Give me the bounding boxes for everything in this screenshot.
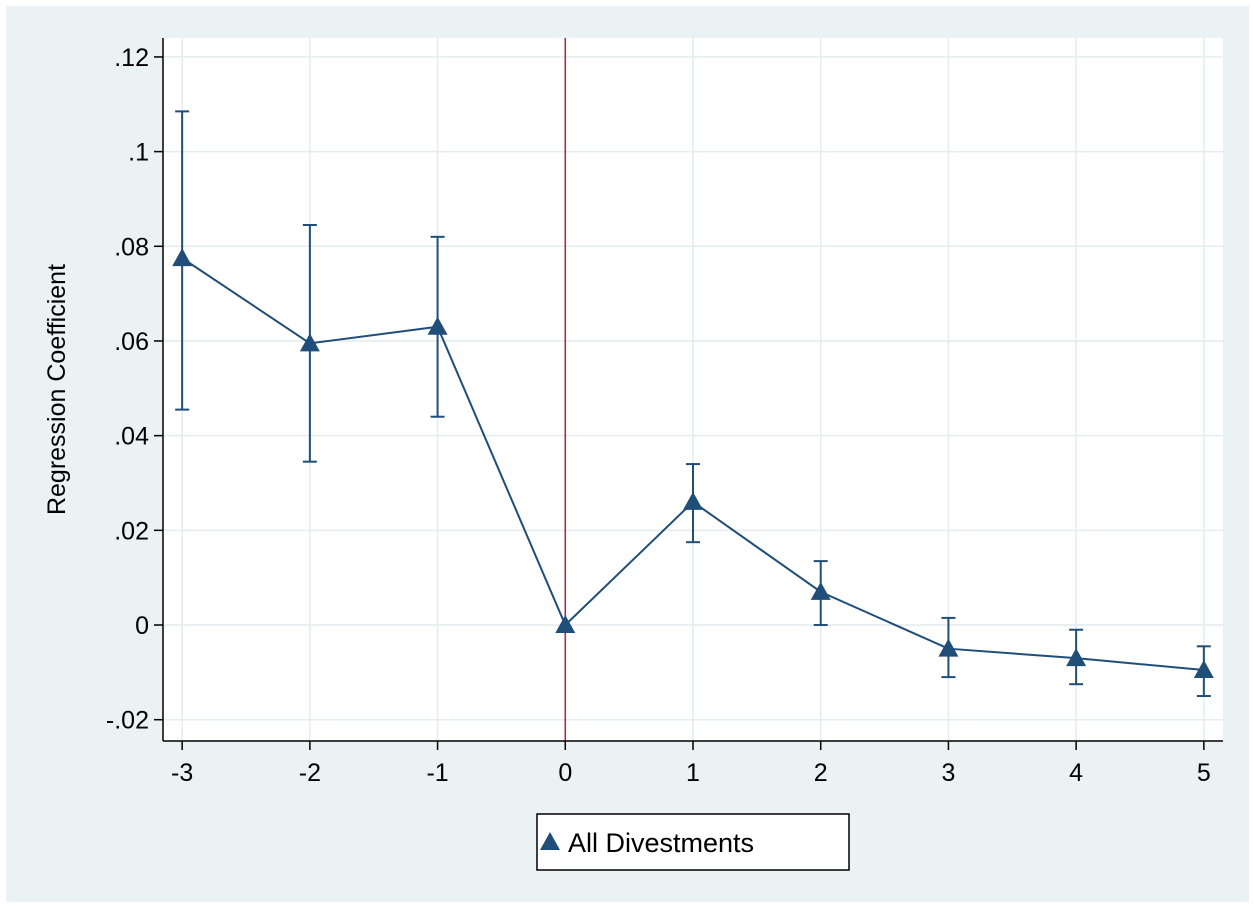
data-point-marker (938, 638, 959, 657)
data-point-marker (810, 581, 831, 600)
y-axis-title-group: Regression Coefficient (43, 264, 71, 515)
legend: All Divestments (536, 813, 850, 871)
x-tick-label: 5 (1197, 759, 1211, 787)
series-group (172, 110, 1214, 698)
y-tick-label: .08 (114, 233, 149, 261)
x-tick-label: 4 (1069, 759, 1083, 787)
x-tick-label: 2 (814, 759, 828, 787)
x-tick-label: -2 (299, 759, 321, 787)
x-tick-label: -1 (426, 759, 448, 787)
data-point-marker (172, 248, 193, 267)
legend-marker-triangle-icon (540, 832, 560, 850)
data-point-marker (555, 615, 576, 634)
data-point-marker (1193, 659, 1214, 678)
x-tick-label: 3 (941, 759, 955, 787)
x-tick-label: 1 (686, 759, 700, 787)
data-point-marker (1066, 648, 1087, 667)
data-point-marker (427, 316, 448, 335)
data-point-marker (299, 333, 320, 352)
y-axis-title: Regression Coefficient (43, 264, 71, 515)
y-tick-label: -.02 (106, 707, 149, 735)
x-tick-label: 0 (558, 759, 572, 787)
y-tick-label: 0 (135, 612, 149, 640)
x-tick-label: -3 (171, 759, 193, 787)
chart: .12 .1 .08 .06 .04 .02 0 -.02 -3 -2 -1 0 1 2 3 4 5 Regre… (43, 38, 1223, 871)
y-tick-label: .06 (114, 328, 149, 356)
legend-label: All Divestments (568, 828, 754, 858)
legend-box (536, 813, 850, 871)
y-tick-label: .02 (114, 517, 149, 545)
axes: .12 .1 .08 .06 .04 .02 0 -.02 -3 -2 -1 0 1 2 3 4 5 (106, 38, 1223, 787)
y-tick-label: .12 (114, 44, 149, 72)
y-tick-label: .1 (128, 139, 149, 167)
y-tick-label: .04 (114, 423, 149, 451)
chart-frame: .12 .1 .08 .06 .04 .02 0 -.02 -3 -2 -1 0 1 2 3 4 5 Regre… (6, 6, 1249, 902)
data-point-marker (683, 491, 703, 510)
